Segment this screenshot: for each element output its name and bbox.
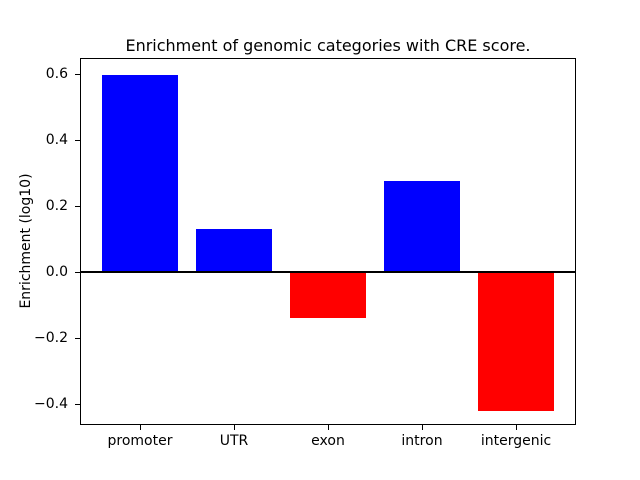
y-tick-mark bbox=[75, 74, 80, 75]
y-tick-label: −0.2 bbox=[34, 330, 68, 346]
y-tick-label: 0.2 bbox=[45, 198, 68, 214]
x-tick-mark bbox=[140, 425, 141, 430]
y-tick-label: −0.4 bbox=[34, 396, 68, 412]
x-tick-label: UTR bbox=[219, 433, 249, 449]
bar-promoter bbox=[102, 75, 178, 271]
x-tick-label: intergenic bbox=[480, 433, 552, 449]
zero-line bbox=[80, 271, 576, 273]
y-tick-mark bbox=[75, 272, 80, 273]
y-tick-mark bbox=[75, 404, 80, 405]
y-axis-label: Enrichment (log10) bbox=[18, 173, 34, 309]
x-tick-mark bbox=[516, 425, 517, 430]
y-tick-label: 0.6 bbox=[45, 66, 68, 82]
bar-exon bbox=[290, 272, 366, 318]
x-tick-mark bbox=[422, 425, 423, 430]
chart-title: Enrichment of genomic categories with CR… bbox=[125, 36, 531, 55]
y-tick-label: 0.0 bbox=[45, 264, 68, 280]
x-tick-mark bbox=[328, 425, 329, 430]
x-tick-mark bbox=[234, 425, 235, 430]
bar-intron bbox=[384, 181, 460, 272]
y-tick-mark bbox=[75, 140, 80, 141]
bar-intergenic bbox=[478, 272, 554, 411]
x-tick-label: intron bbox=[401, 433, 443, 449]
x-tick-label: exon bbox=[311, 433, 345, 449]
y-tick-mark bbox=[75, 206, 80, 207]
bar-UTR bbox=[196, 229, 272, 272]
y-tick-label: 0.4 bbox=[45, 132, 68, 148]
x-tick-label: promoter bbox=[107, 433, 173, 449]
y-tick-mark bbox=[75, 338, 80, 339]
